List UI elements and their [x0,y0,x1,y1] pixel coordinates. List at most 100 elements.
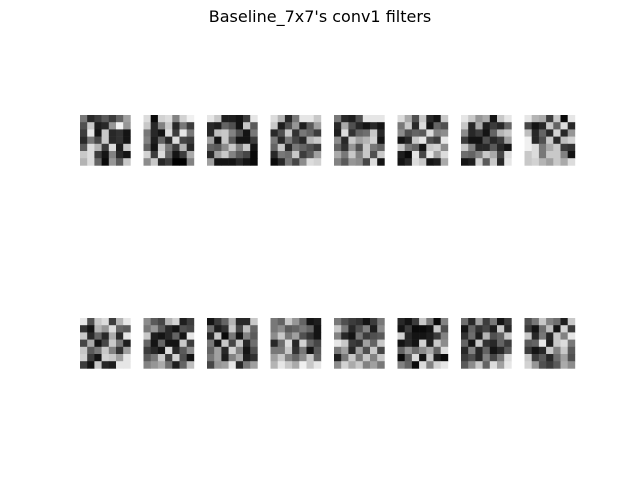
filter-pixel [404,143,413,152]
filter-pixel [299,143,307,152]
filter-pixel [475,151,483,159]
filter-pixel [284,151,293,159]
filter-pixel [292,354,300,362]
filter-pixel [426,354,434,362]
filter-pixel [524,332,532,340]
filter-pixel [165,151,173,159]
filter-pixel [560,122,568,130]
filter-pixel [397,361,405,369]
filter-pixel [172,346,180,355]
filter-pixel [355,129,364,137]
filter-pixel [299,122,307,130]
filter-pixel [207,151,215,159]
filter-pixel [292,318,300,326]
filter-pixel [355,151,364,159]
filter-pixel [370,122,378,130]
filter-pixel [524,325,532,333]
filter-pixel [94,332,102,340]
filter-pixel [116,361,124,369]
filter-pixel [370,361,378,369]
filter-2 [143,115,195,166]
filter-pixel [370,318,378,326]
filter-pixel [433,318,441,326]
filter-pixel [250,325,258,333]
filter-pixel [538,158,547,166]
filter-pixel [497,346,505,355]
filter-pixel [250,354,258,362]
filter-pixel [567,354,576,362]
filter-pixel [468,325,476,333]
filter-pixel [299,339,307,348]
filter-pixel [270,361,278,369]
filter-pixel [348,332,356,340]
filter-15 [461,318,512,369]
filter-pixel [172,122,180,130]
filter-pixel [404,136,413,145]
filter-pixel [397,151,405,159]
filter-pixel [221,115,229,123]
filter-pixel [250,115,258,123]
filter-pixel [243,129,251,137]
filter-pixel [221,129,229,137]
filter-pixel [235,325,244,333]
filter-pixel [186,354,195,362]
filter-pixel [475,339,483,348]
filter-pixel [489,346,498,355]
filter-pixel [108,136,117,145]
filter-pixel [143,339,151,348]
filter-pixel [214,136,222,145]
filter-pixel [165,361,173,369]
filter-pixel [538,129,547,137]
filter-pixel [567,346,576,355]
filter-pixel [355,346,364,355]
filter-pixel [546,158,554,166]
filter-pixel [404,339,413,348]
filter-pixel [87,115,95,123]
filter-pixel [433,332,441,340]
filter-pixel [370,346,378,355]
filter-pixel [334,361,342,369]
filter-pixel [560,151,568,159]
filter-pixel [531,318,540,326]
filter-pixel [299,325,307,333]
filter-pixel [221,158,229,166]
filter-9 [80,318,131,369]
filter-pixel [150,115,159,123]
filter-pixel [440,325,449,333]
filter-pixel [524,129,532,137]
filter-pixel [538,361,547,369]
filter-pixel [284,318,293,326]
filter-pixel [123,136,131,145]
filter-pixel [270,339,278,348]
filter-pixel [101,354,110,362]
filter-pixel [172,354,180,362]
filter-pixel [284,354,293,362]
filter-pixel [157,129,166,137]
filter-pixel [475,346,483,355]
filter-pixel [461,332,469,340]
filter-pixel [411,354,420,362]
filter-pixel [475,158,483,166]
filter-pixel [504,136,512,145]
filter-pixel [560,332,568,340]
filter-pixel [123,151,131,159]
filter-pixel [482,339,491,348]
filter-pixel [306,151,314,159]
filter-pixel [143,361,151,369]
filter-pixel [157,158,166,166]
filter-pixel [292,339,300,348]
filter-pixel [221,332,229,340]
filter-pixel [94,318,102,326]
filter-pixel [179,332,187,340]
filter-pixel [123,158,131,166]
filter-pixel [250,122,258,130]
filter-pixel [348,122,356,130]
filter-pixel [468,332,476,340]
filter-pixel [489,129,498,137]
filter-pixel [334,115,342,123]
filter-pixel [186,158,195,166]
filter-pixel [504,361,512,369]
filter-pixel [214,151,222,159]
filter-pixel [355,339,364,348]
filter-pixel [306,346,314,355]
